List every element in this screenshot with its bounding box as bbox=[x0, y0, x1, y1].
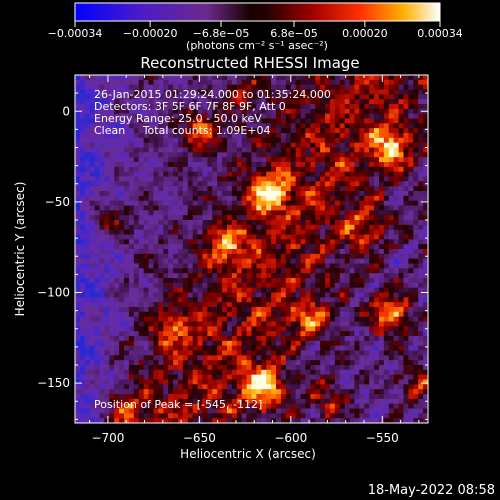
colorbar bbox=[74, 2, 441, 22]
annotation-total-counts: Clean Total counts: 1.09E+04 bbox=[94, 124, 271, 137]
annotation-detectors: Detectors: 3F 5F 6F 7F 8F 9F, Att 0 bbox=[94, 100, 286, 113]
colorbar-tick-label: 0.00020 bbox=[342, 27, 388, 40]
y-tick-label: −100 bbox=[37, 286, 70, 300]
annotation-energy-range: Energy Range: 25.0 - 50.0 keV bbox=[94, 112, 262, 125]
y-axis-label: Heliocentric Y (arcsec) bbox=[13, 182, 27, 317]
footer-timestamp: 18-May-2022 08:58 bbox=[368, 483, 495, 498]
y-tick-label: −150 bbox=[37, 376, 70, 390]
colorbar-tick-label: −0.00020 bbox=[123, 27, 178, 40]
x-tick-label: −650 bbox=[183, 431, 216, 445]
colorbar-tick-label: −6.8e−05 bbox=[193, 27, 250, 40]
plot-frame bbox=[74, 74, 429, 424]
chart-title: Reconstructed RHESSI Image bbox=[140, 54, 359, 72]
annotation-peak-position: Position of Peak = [-545, -112] bbox=[94, 398, 262, 411]
y-axis-ticks: 0 −50 −100 −150 bbox=[37, 92, 428, 420]
x-tick-label: −700 bbox=[91, 431, 124, 445]
y-tick-label: −50 bbox=[45, 195, 70, 209]
colorbar-tick-label: 0.00034 bbox=[417, 27, 463, 40]
x-tick-label: −600 bbox=[274, 431, 307, 445]
heatmap-image bbox=[75, 75, 428, 423]
colorbar-unit-label: (photons cm⁻² s⁻¹ asec⁻²) bbox=[186, 39, 328, 52]
x-axis-ticks: −700 −650 −600 −550 bbox=[89, 75, 420, 445]
x-tick-label: −550 bbox=[366, 431, 399, 445]
x-axis-label: Heliocentric X (arcsec) bbox=[180, 447, 316, 461]
annotation-time-range: 26-Jan-2015 01:29:24.000 to 01:35:24.000 bbox=[94, 88, 331, 101]
colorbar-tick-label: 6.8e−05 bbox=[270, 27, 317, 40]
colorbar-tick-label: −0.00034 bbox=[48, 27, 103, 40]
colorbar-ticks: −0.00034 −0.00020 −6.8e−05 6.8e−05 0.00020 0.… bbox=[48, 21, 463, 40]
y-tick-label: 0 bbox=[62, 104, 70, 118]
